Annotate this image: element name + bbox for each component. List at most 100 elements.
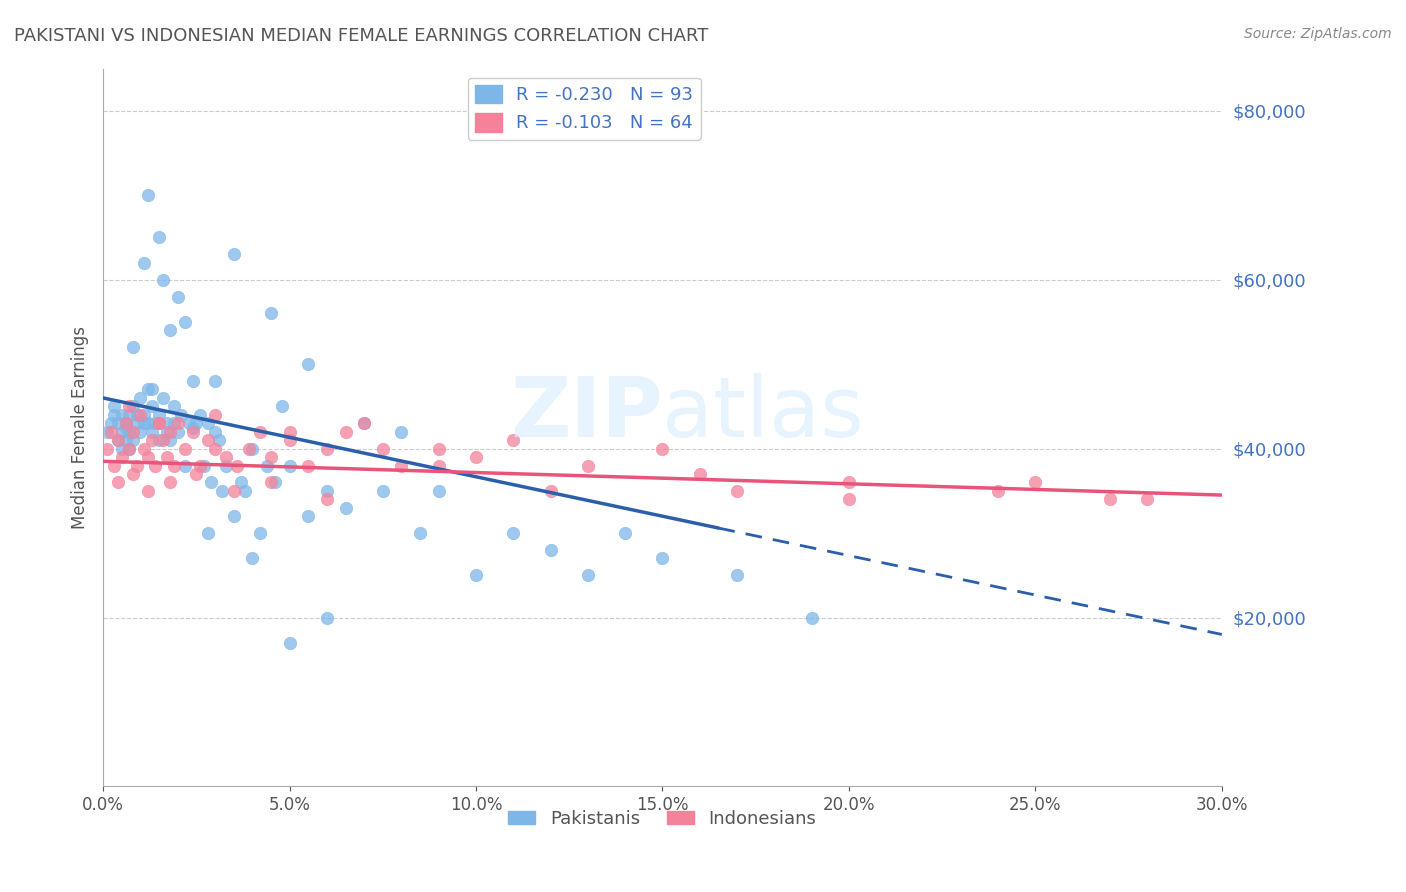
Point (353, 417, 375, 431)
Point (141, 433, 163, 447)
Point (576, 458, 599, 473)
Point (111, 442, 134, 456)
Point (181, 425, 204, 439)
Legend: Pakistanis, Indonesians: Pakistanis, Indonesians (501, 803, 824, 835)
Point (107, 433, 129, 447)
Point (159, 425, 181, 439)
Point (260, 450, 283, 464)
Point (141, 425, 163, 439)
Point (96, 442, 118, 456)
Point (215, 450, 238, 464)
Point (125, 417, 148, 431)
Point (129, 425, 152, 439)
Point (1024, 475, 1046, 490)
Point (353, 417, 375, 431)
Point (181, 420, 204, 434)
Point (114, 420, 136, 434)
Point (260, 475, 283, 490)
Point (125, 458, 148, 473)
Point (838, 492, 860, 507)
Point (163, 417, 186, 431)
Point (107, 433, 129, 447)
Point (103, 408, 125, 422)
Text: ZIP: ZIP (510, 373, 662, 454)
Point (143, 458, 166, 473)
Point (129, 408, 152, 422)
Point (186, 467, 208, 481)
Point (725, 568, 748, 582)
Point (197, 433, 219, 447)
Point (335, 500, 357, 515)
Point (136, 417, 159, 431)
Point (141, 400, 163, 414)
Point (204, 425, 226, 439)
Point (391, 458, 413, 473)
Point (118, 400, 141, 414)
Point (118, 425, 141, 439)
Point (240, 551, 263, 566)
Point (193, 458, 215, 473)
Point (689, 467, 711, 481)
Point (125, 408, 148, 422)
Point (152, 273, 174, 287)
Point (174, 458, 197, 473)
Point (315, 483, 337, 498)
Point (118, 408, 141, 422)
Point (148, 417, 170, 431)
Point (211, 483, 233, 498)
Point (148, 417, 170, 431)
Point (129, 391, 152, 405)
Point (427, 458, 450, 473)
Point (136, 483, 159, 498)
Point (838, 475, 860, 490)
Point (260, 306, 283, 320)
Point (427, 442, 450, 456)
Point (111, 450, 134, 464)
Point (335, 425, 357, 439)
Point (800, 610, 823, 624)
Point (297, 509, 319, 524)
Point (122, 400, 145, 414)
Point (166, 289, 188, 303)
Point (315, 492, 337, 507)
Point (222, 509, 245, 524)
Point (107, 475, 129, 490)
Point (315, 610, 337, 624)
Point (122, 467, 145, 481)
Point (465, 450, 488, 464)
Point (614, 526, 637, 541)
Point (1136, 492, 1159, 507)
Point (409, 526, 432, 541)
Point (204, 442, 226, 456)
Point (174, 315, 197, 329)
Point (148, 230, 170, 244)
Point (159, 433, 181, 447)
Point (188, 458, 211, 473)
Point (107, 417, 129, 431)
Point (222, 247, 245, 261)
Point (249, 526, 271, 541)
Point (240, 442, 263, 456)
Point (103, 458, 125, 473)
Point (263, 475, 285, 490)
Point (651, 551, 673, 566)
Point (118, 442, 141, 456)
Point (200, 475, 222, 490)
Point (233, 483, 256, 498)
Point (278, 636, 301, 650)
Point (134, 417, 156, 431)
Point (278, 433, 301, 447)
Point (148, 408, 170, 422)
Point (174, 442, 197, 456)
Point (134, 408, 156, 422)
Text: PAKISTANI VS INDONESIAN MEDIAN FEMALE EARNINGS CORRELATION CHART: PAKISTANI VS INDONESIAN MEDIAN FEMALE EA… (14, 27, 709, 45)
Point (148, 433, 170, 447)
Point (134, 256, 156, 270)
Point (186, 417, 208, 431)
Point (229, 475, 252, 490)
Point (226, 458, 249, 473)
Point (278, 425, 301, 439)
Point (278, 458, 301, 473)
Point (315, 442, 337, 456)
Point (271, 400, 294, 414)
